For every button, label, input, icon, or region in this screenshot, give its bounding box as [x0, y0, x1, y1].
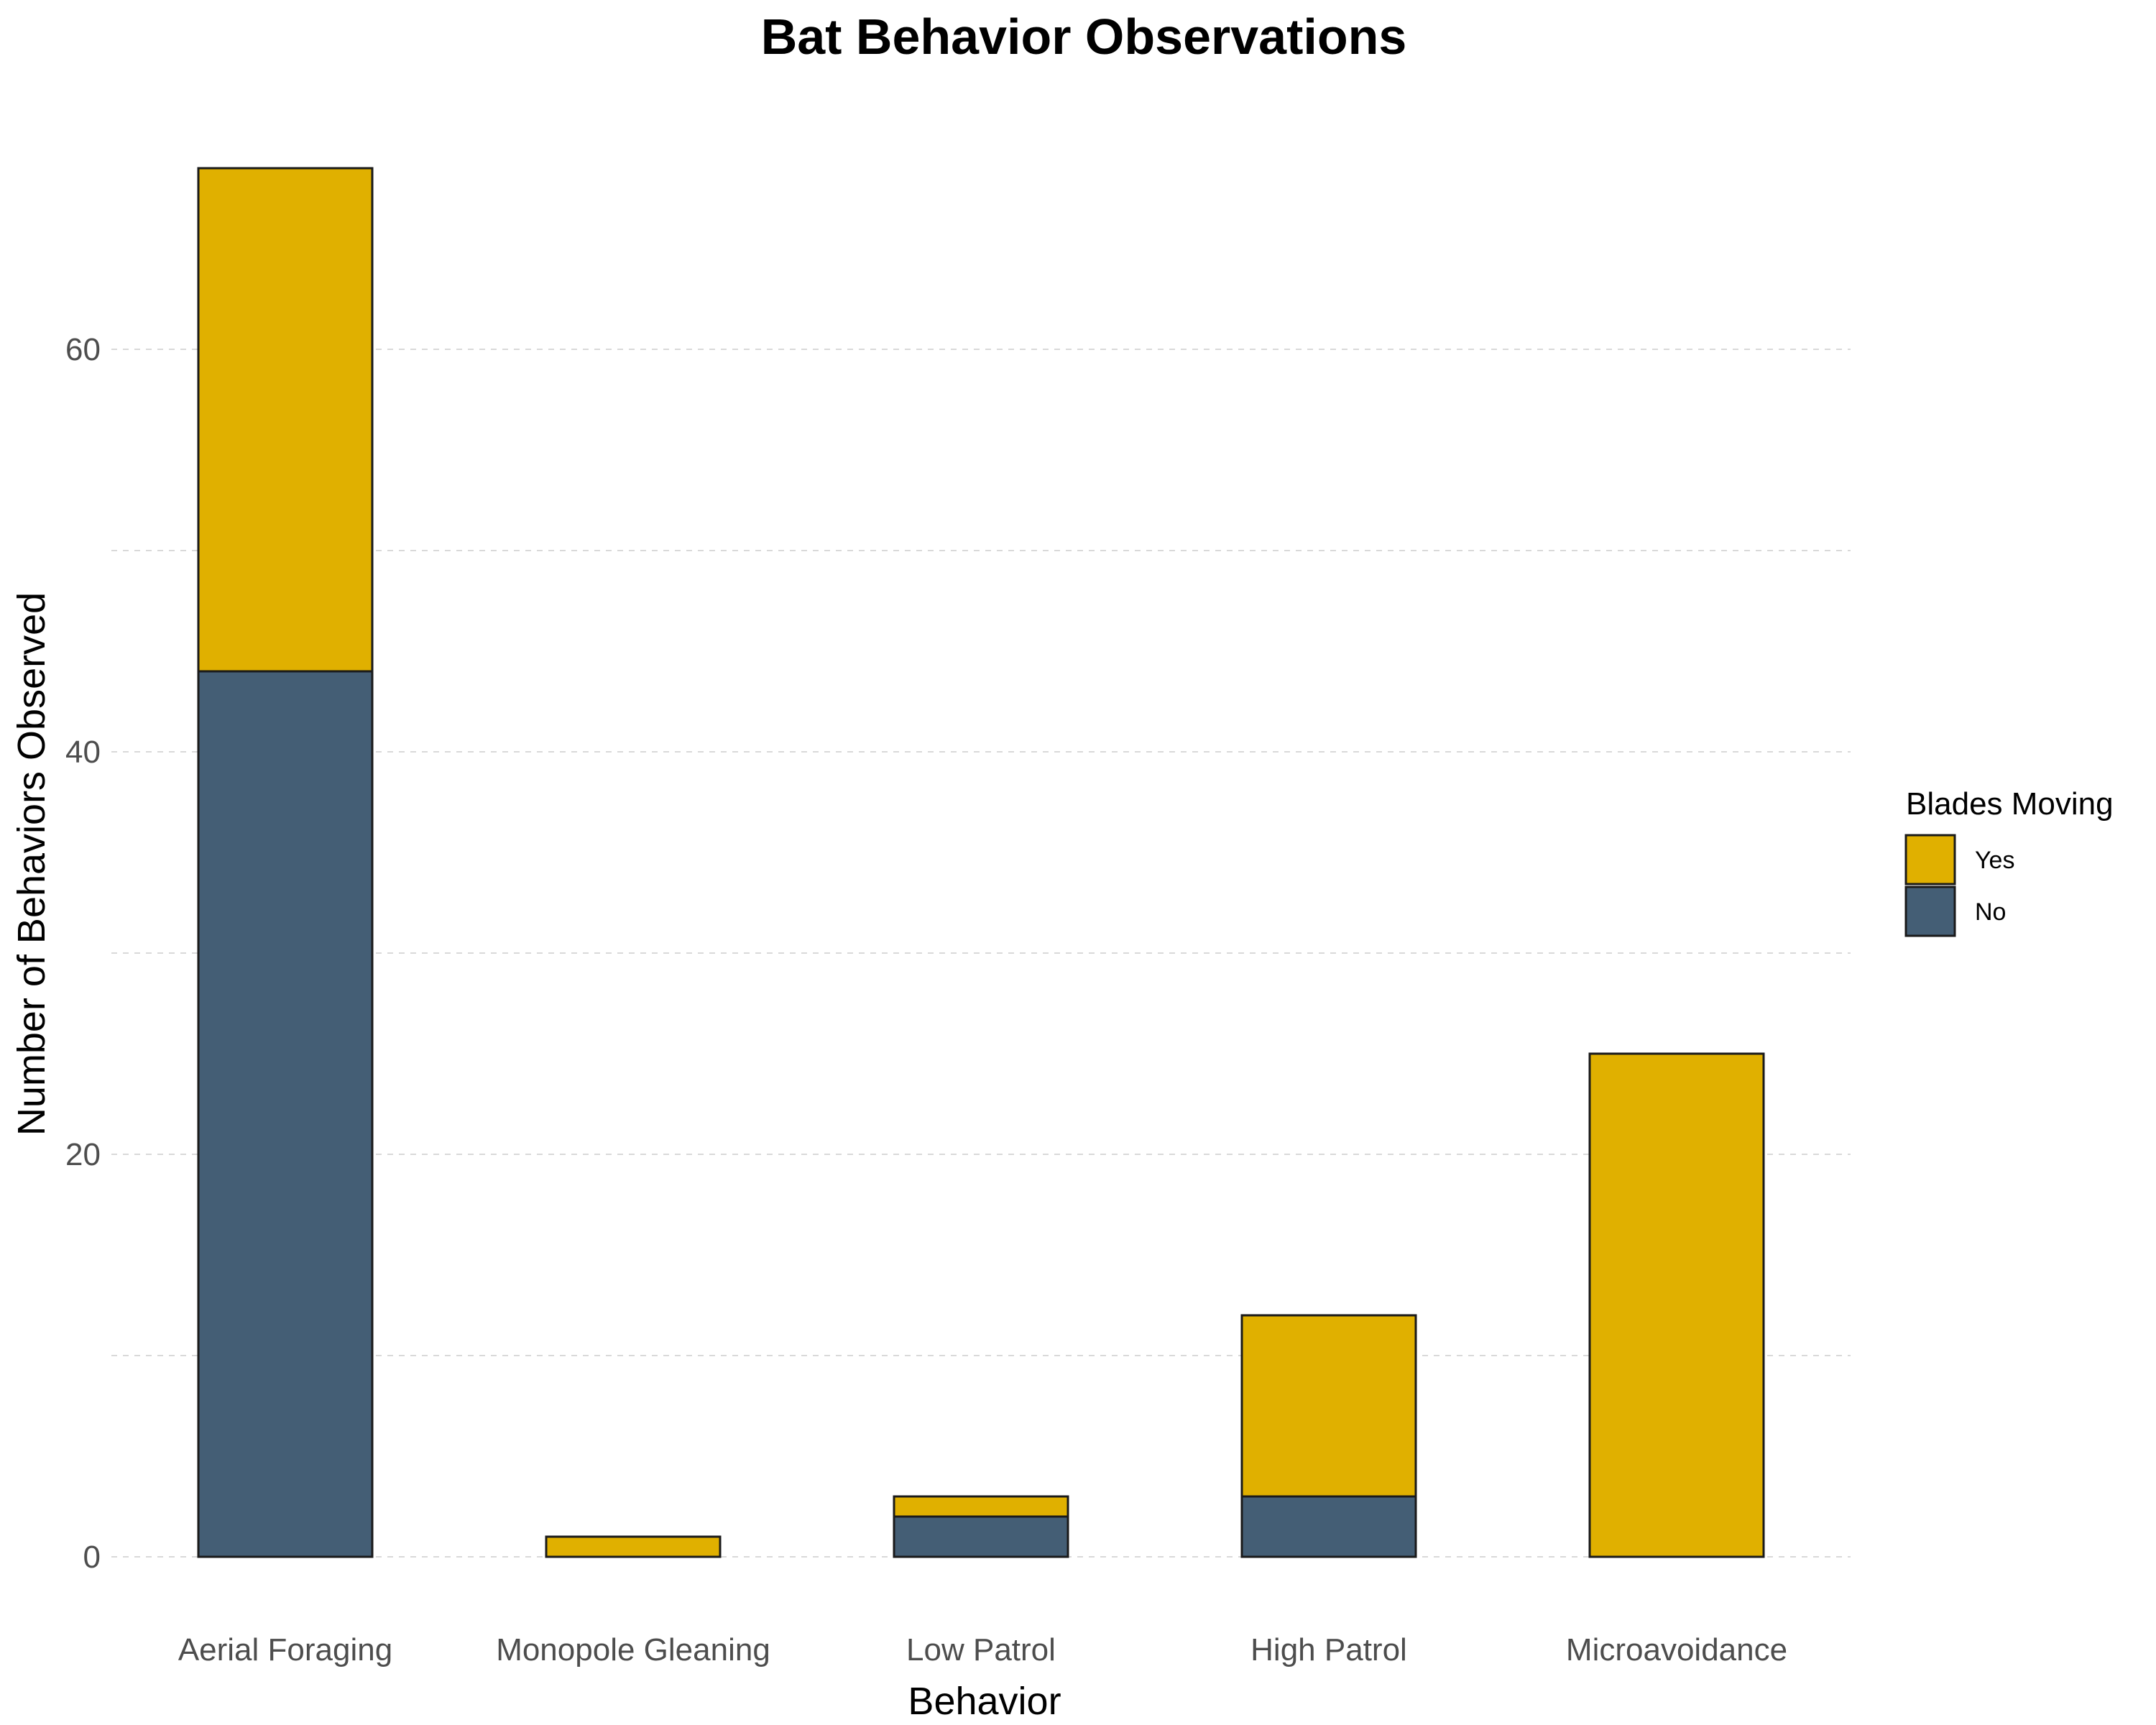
legend-swatch — [1904, 834, 1956, 886]
bar-yes — [545, 1535, 722, 1558]
x-tick-label: Microavoidance — [1566, 1632, 1787, 1668]
legend-label: No — [1975, 898, 2006, 926]
x-tick-label: Monopole Gleaning — [496, 1632, 770, 1668]
x-axis-title: Behavior — [908, 1680, 1061, 1723]
bar-yes — [1240, 1314, 1417, 1498]
y-tick-label: 20 — [65, 1137, 101, 1172]
legend: Blades Moving Yes No — [1904, 786, 2114, 937]
bar-no — [197, 670, 374, 1558]
y-axis-title: Number of Behaviors Observed — [10, 592, 53, 1136]
bars — [197, 167, 1765, 1558]
y-axis-ticks: 0 20 40 60 — [65, 332, 101, 1575]
bar-no — [1240, 1495, 1417, 1558]
gridlines — [111, 349, 1851, 1558]
bar-yes — [197, 167, 374, 673]
legend-label: Yes — [1975, 847, 2014, 874]
y-tick-label: 0 — [83, 1540, 101, 1575]
bar-yes — [893, 1495, 1069, 1518]
legend-swatch — [1904, 886, 1956, 937]
x-tick-label: Low Patrol — [906, 1632, 1056, 1668]
x-tick-label: Aerial Foraging — [178, 1632, 392, 1668]
x-axis-ticks: Aerial Foraging Monopole Gleaning Low Patr… — [178, 1632, 1787, 1668]
bar-yes — [1588, 1052, 1765, 1558]
y-tick-label: 60 — [65, 332, 101, 367]
y-tick-label: 40 — [65, 735, 101, 770]
chart-title: Bat Behavior Observations — [761, 9, 1407, 65]
x-tick-label: High Patrol — [1250, 1632, 1407, 1668]
legend-title: Blades Moving — [1906, 786, 2114, 822]
bar-no — [893, 1515, 1069, 1558]
